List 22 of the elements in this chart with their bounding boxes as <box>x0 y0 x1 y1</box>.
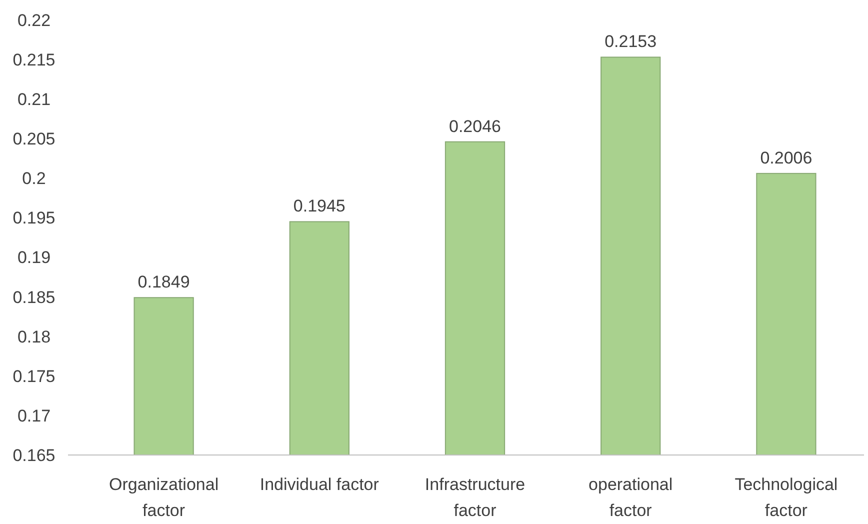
x-tick-label: Infrastructure factor <box>424 475 526 520</box>
y-tick-label: 0.22 <box>17 10 51 30</box>
data-label: 0.1945 <box>293 196 346 216</box>
y-tick-label: 0.185 <box>12 288 56 307</box>
y-tick-label: 0.17 <box>17 406 51 426</box>
y-tick-label: 0.18 <box>17 327 51 346</box>
x-tick-label: Organizational factor <box>108 475 219 520</box>
data-label: 0.2153 <box>604 32 657 52</box>
x-tick-label: Technological factor <box>734 475 838 520</box>
x-tick-label: Individual factor <box>260 475 380 494</box>
y-tick-label: 0.19 <box>17 248 51 268</box>
y-tick-label: 0.195 <box>12 208 56 228</box>
data-label: 0.2046 <box>449 116 501 136</box>
data-label: 0.2006 <box>760 148 812 168</box>
y-tick-label: 0.2 <box>22 169 46 188</box>
y-tick-label: 0.205 <box>12 130 56 149</box>
y-tick-label: 0.175 <box>12 366 56 386</box>
y-tick-label: 0.21 <box>17 90 51 110</box>
data-label: 0.1849 <box>138 272 190 292</box>
x-tick-label: operational factor <box>588 475 673 520</box>
y-tick-label: 0.165 <box>12 446 56 465</box>
y-tick-label: 0.215 <box>12 50 56 70</box>
